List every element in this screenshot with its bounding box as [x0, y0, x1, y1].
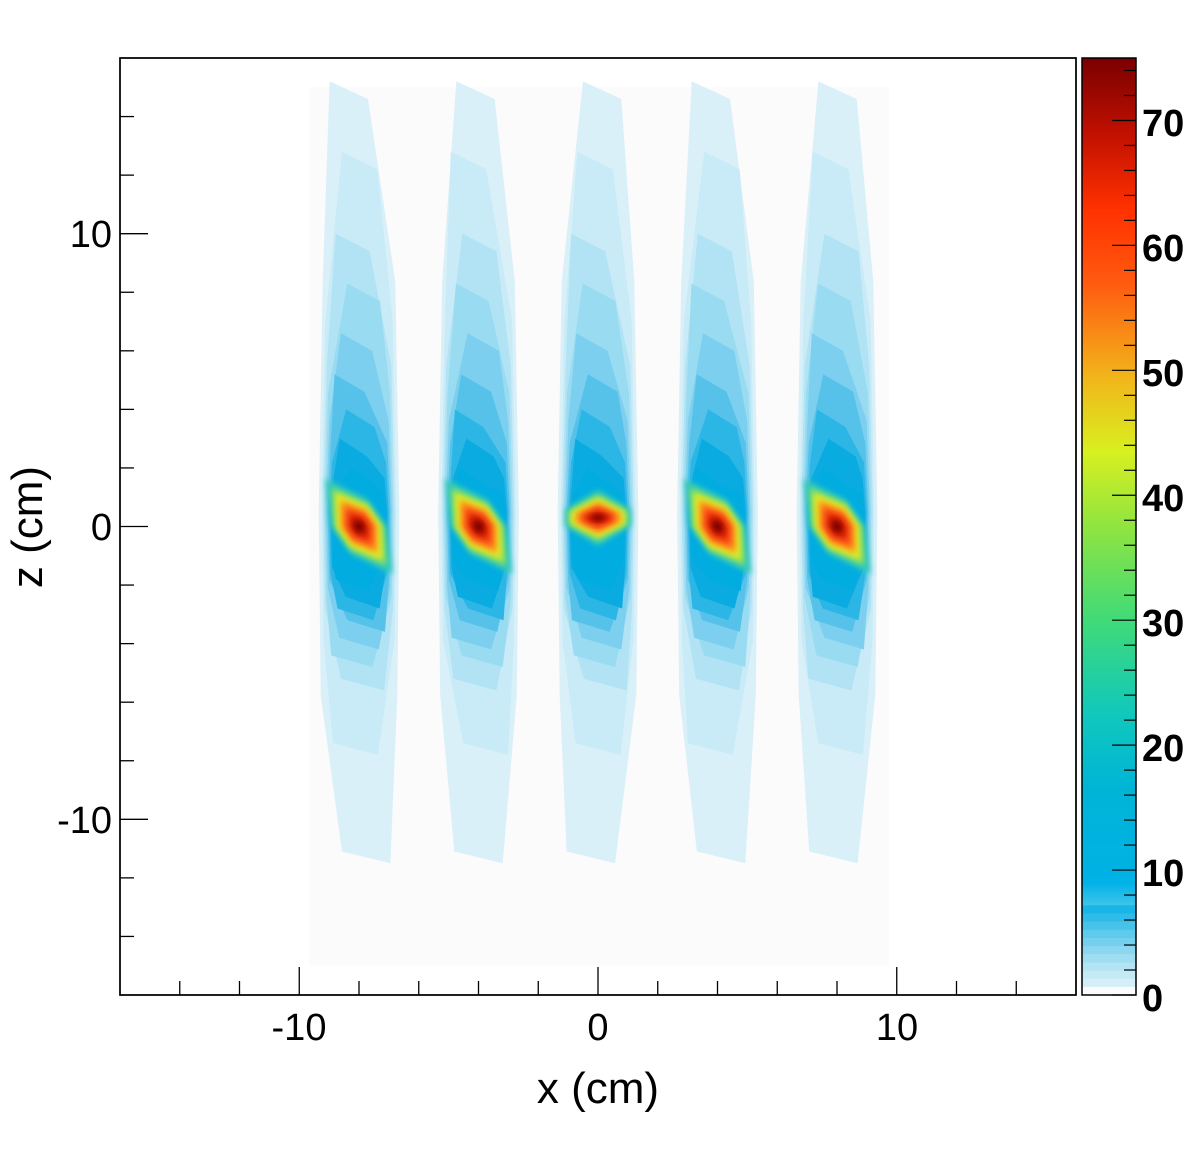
source-core: [683, 478, 752, 575]
heatmap-field: [309, 81, 889, 966]
source-core: [444, 478, 513, 575]
source-spot: [438, 81, 519, 864]
y-axis-ticks: [120, 115, 148, 938]
y-tick-label: 10: [70, 214, 112, 256]
colorbar-band: [1082, 986, 1136, 996]
colorbar-tick-label: 30: [1142, 603, 1184, 645]
core-level: [473, 519, 484, 534]
colorbar-tick-label: 70: [1142, 103, 1184, 145]
colorbar-gradient: [1082, 58, 1136, 995]
core-level: [353, 519, 365, 534]
source-spot: [318, 81, 400, 864]
colorbar: 0 10 20 30 40 50 60 70: [1081, 57, 1184, 1020]
x-axis-title: x (cm): [537, 1064, 659, 1113]
colorbar-labels: 0 10 20 30 40 50 60 70: [1142, 103, 1184, 1020]
y-tick-label: 0: [91, 507, 112, 549]
colorbar-tick-label: 10: [1142, 853, 1184, 895]
colorbar-border: [1081, 57, 1137, 996]
x-tick-label: 0: [587, 1007, 608, 1049]
colorbar-band: [1082, 978, 1136, 987]
source-core: [565, 489, 631, 546]
source-core: [803, 478, 871, 575]
x-axis-ticks: [179, 967, 1017, 995]
core-level: [831, 519, 843, 534]
source-core: [325, 478, 393, 575]
x-tick-label: -10: [272, 1007, 327, 1049]
colorbar-band: [1082, 921, 1136, 930]
x-tick-label: 10: [876, 1007, 918, 1049]
x-tick-labels: -10 0 10: [272, 1007, 919, 1049]
colorbar-ticks: [1112, 69, 1136, 996]
colorbar-tick-label: 20: [1142, 728, 1184, 770]
source-spot: [677, 81, 758, 864]
plot-border: [119, 57, 1077, 996]
colorbar-band: [1082, 962, 1136, 971]
colorbar-bands: [1082, 905, 1136, 996]
colorbar-band: [1082, 929, 1136, 939]
core-level: [712, 519, 723, 534]
source-spot: [557, 81, 639, 864]
colorbar-tick-label: 50: [1142, 353, 1184, 395]
colorbar-tick-label: 0: [1142, 978, 1163, 1020]
y-axis-title: z (cm): [3, 466, 52, 588]
y-tick-label: -10: [57, 800, 112, 842]
colorbar-tick-label: 60: [1142, 228, 1184, 270]
core-level: [590, 513, 606, 522]
source-spot: [796, 81, 878, 864]
y-tick-labels: -10 0 10: [57, 214, 112, 842]
colorbar-band: [1082, 905, 1136, 914]
colorbar-tick-label: 40: [1142, 478, 1184, 520]
colorbar-band: [1082, 946, 1136, 955]
colorbar-band: [1082, 937, 1136, 947]
colorbar-band: [1082, 954, 1136, 963]
colorbar-band: [1082, 970, 1136, 979]
colorbar-band: [1082, 913, 1136, 922]
